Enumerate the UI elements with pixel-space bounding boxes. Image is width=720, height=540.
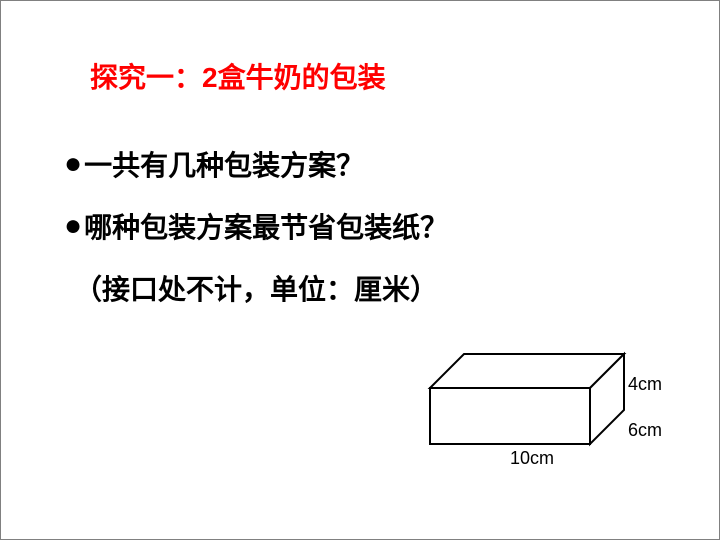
bullet-text: 哪种包装方案最节省包装纸？ [84, 206, 448, 246]
dimension-depth: 6cm [628, 420, 662, 441]
bullet-item-1: ● 一共有几种包装方案？ [64, 144, 364, 184]
bullet-item-2: ● 哪种包装方案最节省包装纸？ [64, 206, 448, 246]
note-text: （接口处不计，单位：厘米） [74, 268, 438, 308]
bullet-dot-icon: ● [64, 149, 82, 179]
bullet-text: 一共有几种包装方案？ [84, 144, 364, 184]
cuboid-diagram: 4cm 6cm 10cm [410, 344, 670, 494]
dimension-width: 10cm [510, 448, 554, 469]
cuboid-front-face [430, 388, 590, 444]
slide-title: 探究一：2盒牛奶的包装 [90, 56, 386, 96]
cuboid-svg [410, 344, 670, 494]
bullet-dot-icon: ● [64, 211, 82, 241]
dimension-height: 4cm [628, 374, 662, 395]
